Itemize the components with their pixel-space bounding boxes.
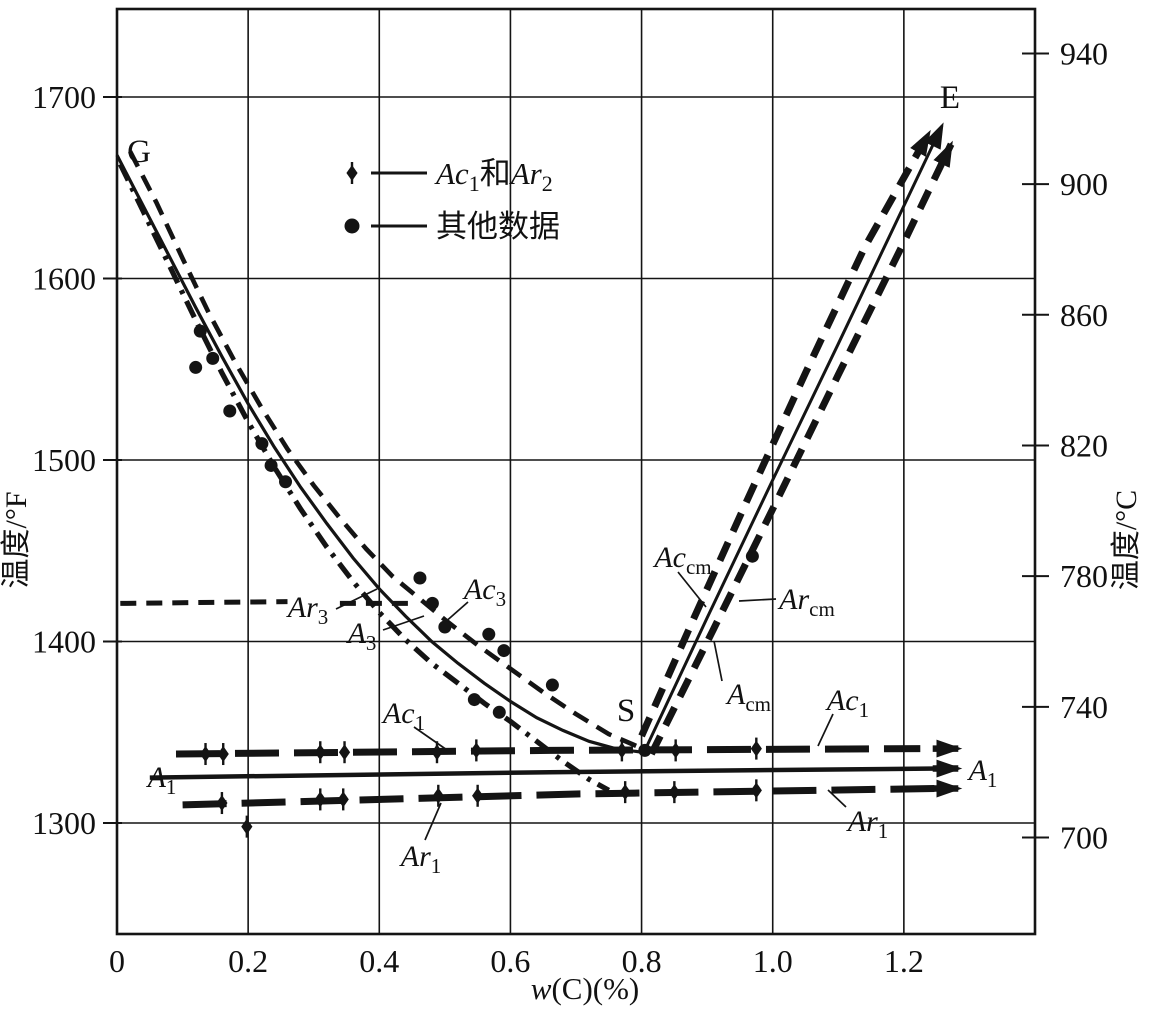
x-tick-label: 0 (109, 943, 125, 979)
plot-frame (115, 7, 1037, 936)
label-a1-left: A1 (146, 761, 177, 799)
right-tick-label: 940 (1060, 35, 1108, 71)
data-dot (193, 324, 207, 338)
label-a3: A3 (346, 617, 377, 655)
series-accm-dashed (638, 129, 932, 738)
curve-labels: Ar3 A3 Ac3 Accm Arcm Acm Ac1 Ar1 Ac1 Ar1 A1 A1 (146, 541, 998, 878)
data-dot (438, 620, 452, 634)
point-label-S: S (617, 693, 635, 729)
data-dot (545, 678, 559, 692)
point-label-G: G (127, 134, 151, 170)
x-axis-title: w(C)(%) (531, 971, 639, 1006)
data-dot (425, 596, 439, 610)
left-axis-title: 温度/°F (0, 491, 33, 588)
legend-dot-marker (344, 218, 360, 234)
data-dot (189, 360, 203, 374)
series-ac1-dashed (175, 745, 921, 758)
label-arcm: Arcm (777, 583, 835, 621)
x-tick-label: 0.2 (228, 943, 268, 979)
axis-ticks-and-labels: 1300 1400 1500 1600 1700 700 740 780 820 860 900 94… (32, 35, 1108, 1006)
x-tick-label: 1.0 (753, 943, 793, 979)
diamond-markers (199, 737, 762, 838)
label-a1-right: A1 (967, 754, 998, 792)
data-dot (279, 475, 293, 489)
point-labels: G E S (127, 80, 960, 729)
right-tick-label: 740 (1060, 689, 1108, 725)
left-tick-label: 1600 (32, 261, 96, 297)
series-arcm-dashed (648, 140, 955, 756)
series-a1-solid (149, 766, 940, 780)
series-a3-solid (115, 154, 642, 754)
data-dot (497, 644, 511, 658)
scatter-other-data (189, 324, 759, 757)
left-tick-label: 1400 (32, 624, 96, 660)
right-axis-title: 温度/°C (1110, 490, 1143, 590)
legend-label: 其他数据 (436, 209, 560, 244)
legend: Ac1和Ar2 其他数据 (344, 156, 560, 244)
x-tick-label: 0.6 (490, 943, 530, 979)
data-dot (223, 404, 237, 418)
data-dot (413, 571, 427, 585)
series-acm-solid (643, 122, 944, 752)
label-ac3: Ac3 (462, 573, 506, 611)
series-ac3-dashed (128, 150, 640, 749)
left-tick-label: 1500 (32, 442, 96, 478)
point-label-E: E (940, 80, 960, 116)
data-dot (255, 437, 269, 451)
series-ar1-dashed (182, 785, 937, 809)
label-accm: Accm (652, 541, 711, 579)
left-tick-label: 1700 (32, 79, 96, 115)
right-tick-label: 820 (1060, 427, 1108, 463)
right-tick-label: 780 (1060, 558, 1108, 594)
right-tick-label: 900 (1060, 166, 1108, 202)
right-tick-label: 700 (1060, 820, 1108, 856)
gridlines (116, 9, 1035, 934)
label-ar1-right: Ar1 (846, 805, 889, 843)
label-acm: Acm (725, 678, 771, 716)
label-ar1-bottom: Ar1 (399, 840, 442, 878)
series-ar3-lowC-left (120, 599, 288, 606)
data-dot (264, 458, 278, 472)
data-dot (745, 549, 759, 563)
x-tick-label: 0.4 (359, 943, 399, 979)
label-ar3: Ar3 (286, 591, 329, 629)
data-dot (638, 743, 652, 757)
label-ac1-right: Ac1 (825, 684, 869, 722)
x-tick-label: 1.2 (884, 943, 924, 979)
data-dot (467, 693, 481, 707)
x-tick-label: 0.8 (622, 943, 662, 979)
data-dot (206, 351, 220, 365)
series-ar3-dashdot (117, 163, 611, 793)
label-ac1-left: Ac1 (381, 697, 425, 735)
series (115, 122, 963, 809)
left-tick-label: 1300 (32, 805, 96, 841)
data-dot (482, 627, 496, 641)
data-dot (492, 705, 506, 719)
right-tick-label: 860 (1060, 297, 1108, 333)
legend-label: Ac1和Ar2 (434, 156, 553, 196)
